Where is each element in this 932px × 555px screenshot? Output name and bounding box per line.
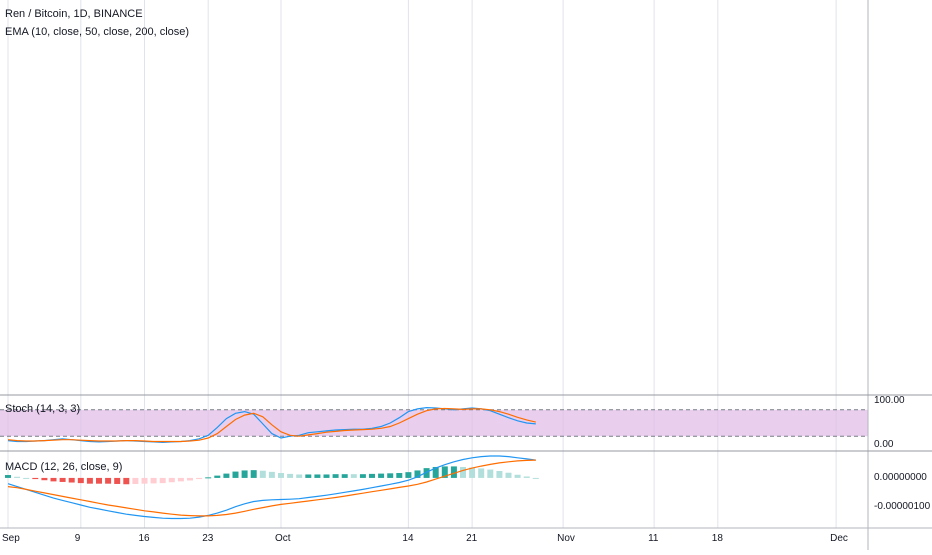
macd-histogram-bar bbox=[132, 477, 139, 484]
macd-histogram-bar bbox=[278, 473, 284, 478]
stoch-tick-label: 0.00 bbox=[874, 439, 894, 450]
macd-histogram-bar bbox=[305, 474, 312, 478]
time-tick-label: 16 bbox=[138, 533, 150, 544]
macd-histogram-bar bbox=[86, 477, 93, 484]
macd-histogram-bar bbox=[105, 477, 112, 484]
macd-histogram-bar bbox=[196, 477, 203, 480]
macd-histogram-bar bbox=[159, 477, 166, 484]
macd-legend: MACD (12, 26, close, 9) bbox=[5, 461, 123, 473]
macd-histogram-bar bbox=[177, 477, 184, 482]
stoch-legend: Stoch (14, 3, 3) bbox=[5, 403, 81, 415]
macd-histogram-bar bbox=[505, 472, 512, 478]
macd-histogram-bar bbox=[214, 475, 221, 478]
macd-tick-label: -0.00000100 bbox=[874, 500, 931, 512]
grid-layer bbox=[7, 0, 837, 528]
macd-histogram-bar bbox=[296, 474, 303, 478]
macd-histogram-bar bbox=[314, 474, 321, 478]
macd-histogram-bar bbox=[350, 474, 357, 478]
macd-histogram-bar bbox=[432, 466, 439, 478]
macd-histogram-bar bbox=[332, 474, 339, 478]
macd-histogram-bar bbox=[250, 470, 257, 478]
time-tick-label: 11 bbox=[648, 533, 659, 544]
macd-histogram-bar bbox=[223, 473, 230, 478]
macd-layer bbox=[5, 455, 539, 520]
macd-histogram-bar bbox=[205, 477, 212, 479]
macd-line bbox=[7, 455, 536, 520]
macd-histogram-bar bbox=[150, 477, 157, 484]
time-tick-label: Dec bbox=[830, 533, 848, 544]
stoch-tick-label: 100.00 bbox=[874, 395, 905, 406]
macd-tick-label: 0.00000000 bbox=[874, 471, 927, 483]
ema-legend: EMA (10, close, 50, close, 200, close) bbox=[5, 26, 190, 38]
macd-histogram-bar bbox=[450, 466, 457, 478]
macd-histogram-bar bbox=[378, 473, 385, 478]
time-tick-label: Oct bbox=[275, 533, 291, 544]
macd-histogram-bar bbox=[423, 468, 430, 478]
macd-histogram-bar bbox=[387, 473, 394, 478]
time-tick-label: Nov bbox=[557, 533, 575, 544]
macd-histogram-bar bbox=[168, 477, 175, 483]
time-tick-label: 9 bbox=[74, 533, 81, 544]
macd-histogram-bar bbox=[514, 474, 521, 478]
macd-histogram-bar bbox=[141, 477, 148, 484]
macd-histogram-bar bbox=[23, 477, 30, 479]
macd-histogram-bar bbox=[532, 477, 539, 479]
macd-histogram-bar bbox=[523, 476, 530, 478]
stoch-band bbox=[0, 409, 868, 437]
stoch-band-layer bbox=[0, 409, 868, 437]
macd-histogram-bar bbox=[114, 477, 121, 484]
macd-histogram-bar bbox=[241, 470, 248, 478]
time-tick-label: 18 bbox=[711, 533, 723, 544]
macd-histogram-bar bbox=[68, 477, 75, 483]
macd-histogram-bar bbox=[96, 477, 102, 484]
macd-histogram-bar bbox=[460, 466, 466, 478]
macd-histogram-bar bbox=[259, 470, 266, 478]
macd-histogram-bar bbox=[469, 467, 476, 478]
macd-histogram-bar bbox=[59, 477, 66, 482]
macd-histogram-bar bbox=[341, 474, 348, 478]
macd-histogram-bar bbox=[123, 477, 130, 485]
macd-histogram-bar bbox=[396, 473, 403, 478]
stoch-d-line bbox=[7, 407, 536, 443]
macd-histogram-bar bbox=[268, 471, 275, 478]
macd-histogram-bar bbox=[14, 476, 21, 478]
macd-histogram-bar bbox=[414, 470, 421, 478]
macd-histogram-bar bbox=[405, 472, 412, 478]
macd-signal-line bbox=[7, 459, 536, 517]
macd-histogram-bar bbox=[287, 473, 294, 478]
macd-histogram-bar bbox=[478, 468, 485, 478]
macd-histogram-bar bbox=[232, 471, 239, 478]
time-tick-label: 23 bbox=[202, 533, 214, 544]
macd-histogram-bar bbox=[359, 474, 366, 478]
symbol-title: Ren / Bitcoin, 1D, BINANCE bbox=[5, 8, 143, 20]
macd-histogram-bar bbox=[32, 477, 39, 480]
time-tick-label: 21 bbox=[466, 533, 478, 544]
macd-histogram-bar bbox=[5, 475, 11, 478]
macd-histogram-bar bbox=[41, 477, 48, 481]
time-tick-label: 14 bbox=[402, 533, 414, 544]
macd-histogram-bar bbox=[369, 473, 375, 478]
macd-histogram-bar bbox=[77, 477, 84, 484]
macd-histogram-bar bbox=[487, 469, 494, 478]
macd-histogram-bar bbox=[187, 477, 193, 481]
macd-histogram-bar bbox=[50, 477, 57, 482]
time-tick-label: Sep bbox=[2, 533, 20, 544]
macd-histogram-bar bbox=[323, 474, 330, 478]
stoch-lines-layer bbox=[7, 406, 536, 444]
macd-histogram-bar bbox=[441, 466, 448, 478]
macd-histogram-bar bbox=[496, 471, 503, 478]
